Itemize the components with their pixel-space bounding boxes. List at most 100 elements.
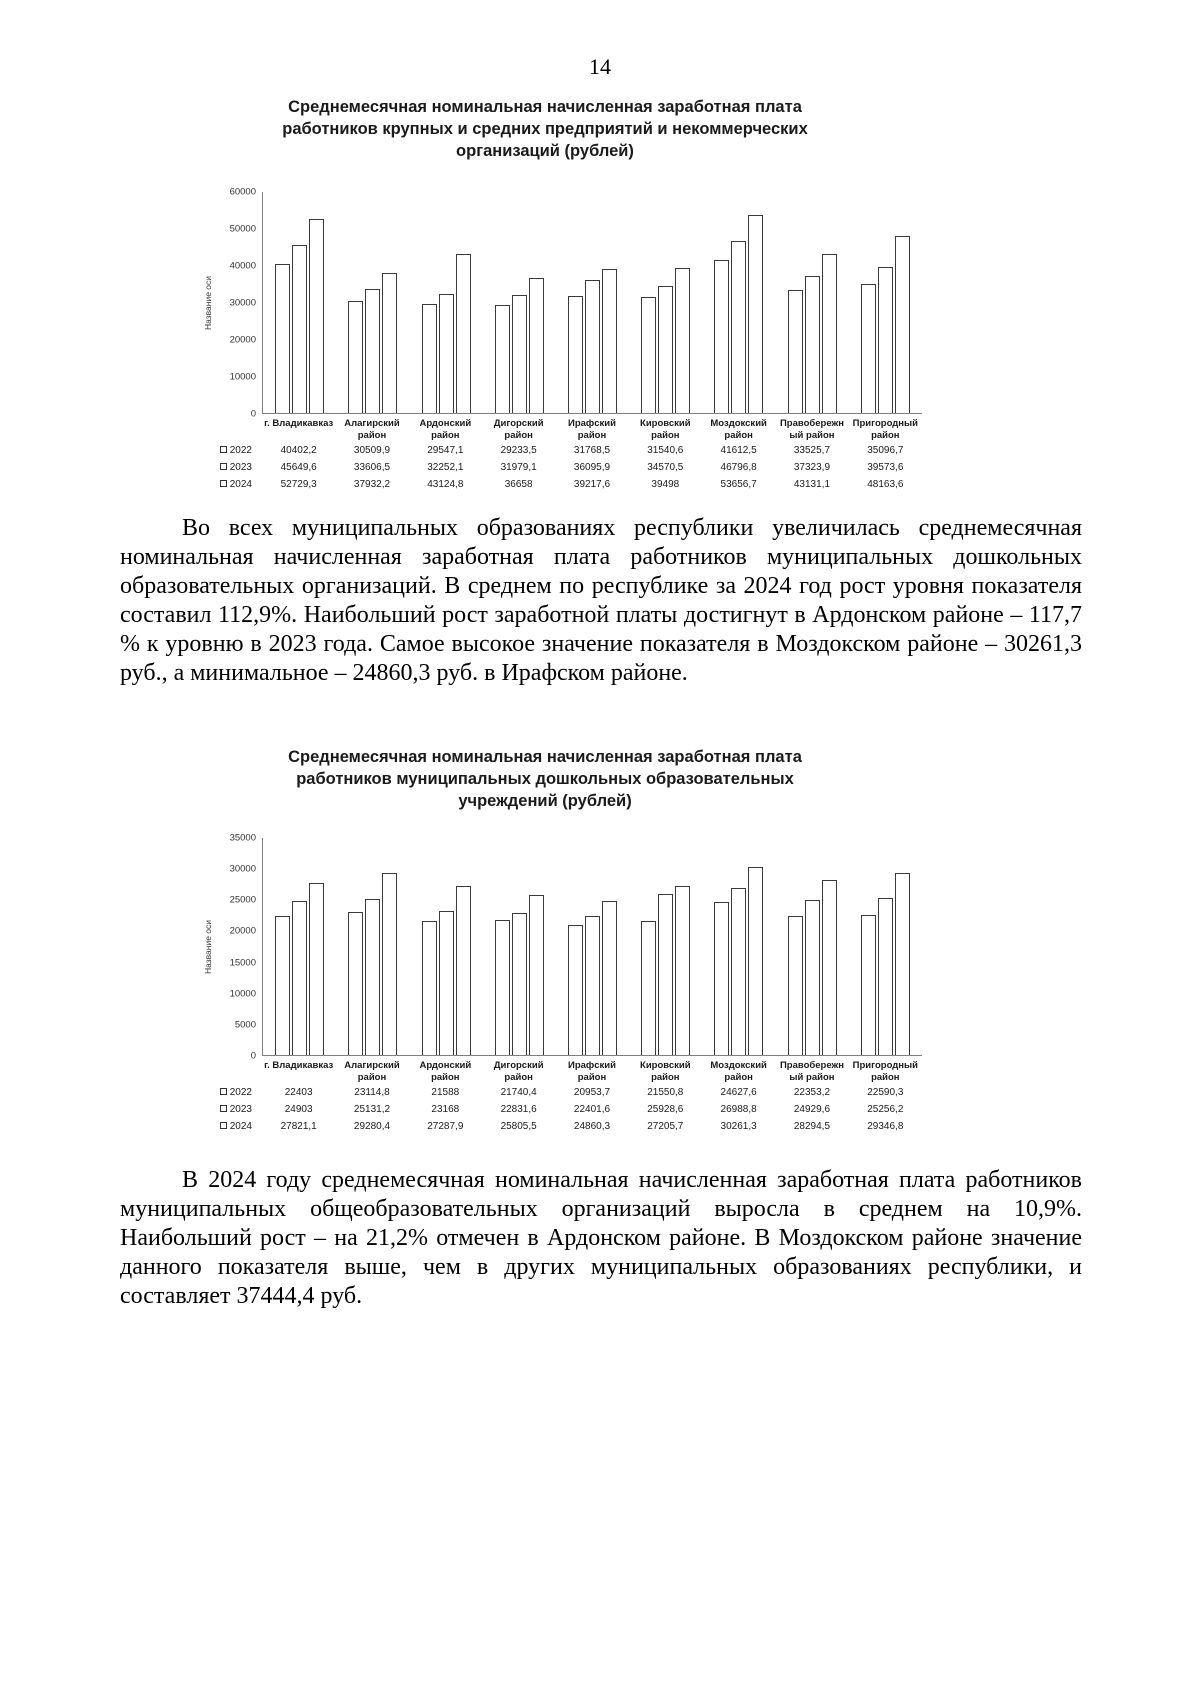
category-label: Ирафский район — [568, 1060, 616, 1083]
value-cell: 28294,5 — [793, 1121, 831, 1132]
y-axis-tick-label: 35000 — [229, 832, 256, 844]
plot-region — [262, 838, 922, 1056]
bar-2024 — [748, 215, 764, 413]
bar-2024 — [382, 873, 398, 1055]
value-cell: 22353,2 — [793, 1087, 831, 1098]
bar-2024 — [601, 900, 617, 1055]
table-stub-cell — [150, 1059, 262, 1084]
bar-2022 — [494, 305, 510, 413]
y-axis-tick-label: 20000 — [229, 334, 256, 346]
y-axis-tick-label: 10000 — [229, 371, 256, 383]
value-cell: 30509,9 — [353, 445, 391, 456]
value-cell: 22590,3 — [867, 1087, 904, 1098]
plot-region — [262, 192, 922, 414]
category-label: Ирафский район — [568, 418, 616, 441]
bar-2024 — [455, 254, 471, 413]
bar-2024 — [821, 254, 837, 413]
category-header-row: г. Владикавказ Алагирский район Ардонский … — [150, 417, 922, 442]
chart-data-table: г. Владикавказ Алагирский район Ардонский … — [150, 1059, 922, 1135]
bar-2023 — [365, 899, 381, 1055]
value-cell: 26988,8 — [720, 1104, 757, 1115]
value-cell: 32252,1 — [427, 462, 464, 473]
bar-2022 — [567, 296, 583, 413]
table-stub-cell — [150, 417, 262, 442]
bar-2023 — [365, 289, 381, 413]
bar-2024 — [675, 267, 691, 413]
bar-2022 — [275, 264, 291, 413]
legend-2024: 2024 — [150, 476, 262, 493]
value-cell: 30261,3 — [720, 1121, 757, 1132]
bar-2023 — [584, 280, 600, 413]
value-cell: 25131,2 — [353, 1104, 391, 1115]
bar-2024 — [601, 268, 617, 413]
bar-group-1 — [263, 838, 336, 1055]
series-row-2023: 2023 24903 25131,2 23168 22831,6 22401,6 25928… — [150, 1101, 922, 1118]
bar-2023 — [292, 900, 308, 1055]
y-axis-tick-label: 10000 — [229, 988, 256, 1000]
bar-group-4 — [483, 838, 556, 1055]
value-cell: 21550,8 — [647, 1087, 684, 1098]
bar-group-2 — [336, 192, 409, 413]
y-axis-tick-label: 30000 — [229, 297, 256, 309]
value-cell: 53656,7 — [720, 479, 757, 490]
bar-2022 — [421, 921, 437, 1055]
chart-salary-large-enterprises: Среднемесячная номинальная начисленная з… — [150, 96, 940, 493]
y-axis-tick-labels: 0 10000 20000 30000 40000 50000 60000 — [150, 187, 256, 420]
value-cell: 37323,9 — [793, 462, 831, 473]
y-axis-tick-label: 50000 — [229, 223, 256, 235]
value-cell: 39217,6 — [573, 479, 611, 490]
bar-group-6 — [629, 838, 702, 1055]
value-cell: 31979,1 — [500, 462, 537, 473]
bar-2022 — [421, 304, 437, 413]
bar-2024 — [528, 277, 544, 413]
page-number: 14 — [589, 54, 611, 79]
category-label: г. Владикавказ — [264, 418, 334, 429]
category-label: Правобережный район — [779, 1060, 844, 1083]
value-cell: 43124,8 — [427, 479, 464, 490]
category-label: Кировский район — [640, 418, 691, 441]
bar-group-8 — [776, 192, 849, 413]
value-cell: 34570,5 — [647, 462, 684, 473]
category-label: Дигорский район — [493, 1060, 544, 1083]
value-cell: 21740,4 — [500, 1087, 537, 1098]
value-cell: 35096,7 — [867, 445, 904, 456]
bar-2022 — [348, 911, 364, 1055]
legend-swatch-icon — [219, 463, 227, 470]
value-cell: 22403 — [284, 1087, 313, 1098]
value-cell: 33525,7 — [793, 445, 831, 456]
y-axis-tick-label: 20000 — [229, 925, 256, 937]
series-row-2024: 2024 27821,1 29280,4 27287,9 25805,5 24860,3 2… — [150, 1118, 922, 1135]
bar-2022 — [494, 920, 510, 1055]
bar-group-4 — [483, 192, 556, 413]
chart-title: Среднемесячная номинальная начисленная з… — [282, 98, 808, 160]
y-axis-tick-label: 0 — [250, 408, 256, 420]
legend-2023: 2023 — [150, 1101, 262, 1118]
bar-2022 — [641, 296, 657, 413]
bar-2023 — [804, 275, 820, 413]
category-header-row: г. Владикавказ Алагирский район Ардонский … — [150, 1059, 922, 1084]
value-cell: 52729,3 — [280, 479, 317, 490]
bar-group-7 — [702, 838, 775, 1055]
category-label: Ардонский район — [419, 418, 472, 441]
bar-2023 — [731, 240, 747, 413]
bar-2023 — [511, 295, 527, 413]
series-row-2023: 2023 45649,6 33606,5 32252,1 31979,1 36095,9 3… — [150, 459, 922, 476]
bar-group-5 — [556, 838, 629, 1055]
legend-swatch-icon — [219, 446, 227, 453]
value-cell: 37932,2 — [353, 479, 391, 490]
bar-2022 — [787, 916, 803, 1055]
bar-2023 — [658, 894, 674, 1055]
bar-2023 — [731, 887, 747, 1055]
plot-area: Название оси 0 10000 20000 30000 40000 50000 6… — [150, 187, 940, 420]
value-cell: 43131,1 — [793, 479, 831, 490]
bar-2023 — [438, 911, 454, 1055]
bar-2023 — [292, 244, 308, 413]
bar-group-2 — [336, 838, 409, 1055]
bar-2023 — [877, 267, 893, 413]
category-label: г. Владикавказ — [264, 1060, 334, 1071]
body-paragraph-2: В 2024 году среднемесячная номинальная н… — [120, 1167, 1082, 1309]
legend-2022: 2022 — [150, 442, 262, 459]
bar-2024 — [382, 273, 398, 413]
bar-group-7 — [702, 192, 775, 413]
